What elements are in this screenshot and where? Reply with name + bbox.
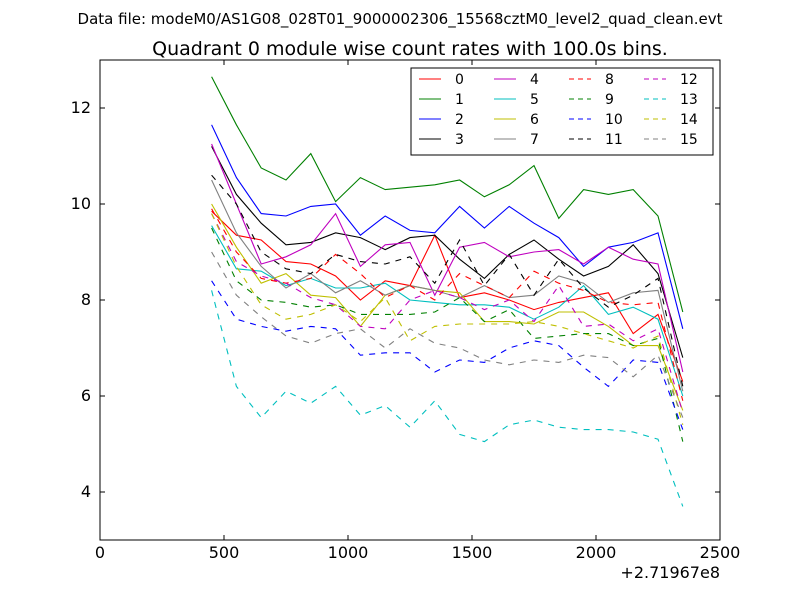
legend-label-9: 9 [605,92,614,108]
x-tick-label: 500 [209,543,240,562]
legend-box [410,67,714,156]
legend-label-1: 1 [455,92,464,108]
series-line-4 [211,143,684,373]
x-axis-offset-label: +2.71967e8 [620,563,720,582]
legend-label-5: 5 [530,92,539,108]
legend-label-11: 11 [605,132,623,148]
x-tick-label: 2500 [700,543,741,562]
legend-label-15: 15 [680,132,698,148]
legend-label-8: 8 [605,72,614,88]
y-tick-label: 10 [71,194,91,213]
series-line-0 [211,210,684,382]
series-line-3 [211,146,684,358]
series-line-10 [211,280,684,430]
x-axis: 0 500 1000 1500 2000 2500 [95,60,740,562]
legend-label-14: 14 [680,112,698,128]
series-line-12 [211,213,684,413]
legend-label-0: 0 [455,72,464,88]
legend-label-6: 6 [530,112,539,128]
y-tick-label: 8 [81,290,91,309]
series-line-7 [211,179,684,392]
series-line-1 [211,76,684,313]
series-line-6 [211,203,684,411]
legend-label-4: 4 [530,72,539,88]
y-tick-label: 4 [81,482,91,501]
figure-suptitle: Data file: modeM0/AS1G08_028T01_90000023… [78,10,723,29]
series-line-11 [211,174,684,387]
legend-label-13: 13 [680,92,698,108]
series-line-15 [211,251,684,418]
y-tick-label: 12 [71,98,91,117]
legend-label-3: 3 [455,132,464,148]
legend-label-12: 12 [680,72,698,88]
legend-label-7: 7 [530,132,539,148]
legend-label-10: 10 [605,112,623,128]
series-lines [211,76,684,507]
x-tick-label: 1000 [328,543,369,562]
series-line-8 [211,208,684,401]
series-line-5 [211,225,684,397]
series-line-9 [211,227,684,442]
x-tick-label: 1500 [452,543,493,562]
legend-label-2: 2 [455,112,464,128]
series-line-14 [211,213,684,425]
x-tick-label: 2000 [576,543,617,562]
y-axis: 4 6 8 10 12 [71,98,720,501]
chart-title: Quadrant 0 module wise count rates with … [152,38,668,60]
series-line-13 [211,290,684,507]
y-tick-label: 6 [81,386,91,405]
x-tick-label: 0 [95,543,105,562]
